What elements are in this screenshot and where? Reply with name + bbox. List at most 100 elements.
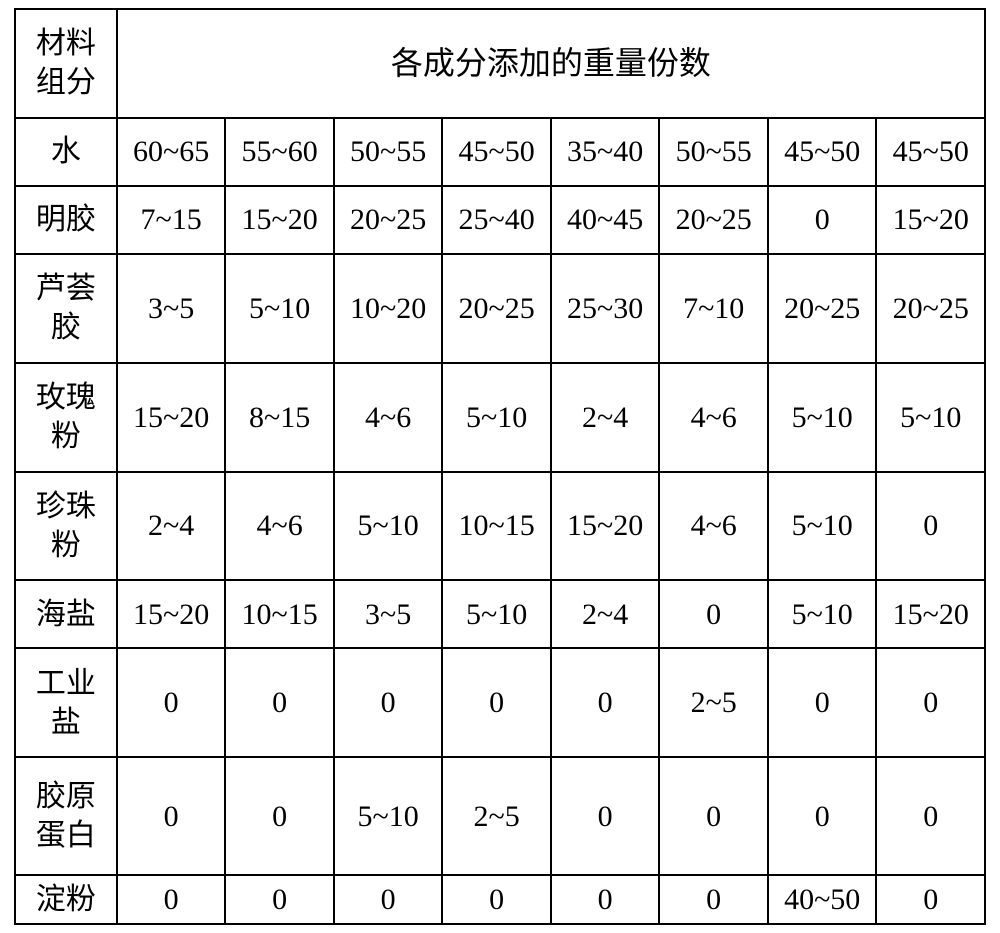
cell: 20~25 <box>876 254 985 363</box>
cell: 10~15 <box>225 580 334 648</box>
cell: 25~40 <box>442 186 551 254</box>
cell: 45~50 <box>768 118 877 186</box>
header-parts-by-weight: 各成分添加的重量份数 <box>117 9 985 118</box>
composition-table: 材料 组分 各成分添加的重量份数 水 60~65 55~60 50~55 45~… <box>14 8 986 925</box>
table-header-row: 材料 组分 各成分添加的重量份数 <box>15 9 985 118</box>
cell: 7~15 <box>117 186 226 254</box>
cell: 0 <box>876 648 985 757</box>
cell: 0 <box>334 875 443 924</box>
cell: 20~25 <box>659 186 768 254</box>
cell: 25~30 <box>551 254 660 363</box>
cell: 35~40 <box>551 118 660 186</box>
cell: 0 <box>876 472 985 581</box>
cell: 2~5 <box>442 757 551 875</box>
cell: 8~15 <box>225 363 334 472</box>
header-left-line2: 组分 <box>36 66 96 99</box>
cell: 2~4 <box>551 363 660 472</box>
cell: 0 <box>442 648 551 757</box>
cell: 10~15 <box>442 472 551 581</box>
cell: 0 <box>768 186 877 254</box>
cell: 0 <box>876 757 985 875</box>
cell: 2~4 <box>117 472 226 581</box>
cell: 5~10 <box>768 363 877 472</box>
cell: 3~5 <box>334 580 443 648</box>
row-label-pearl-powder: 珍珠 粉 <box>15 472 117 581</box>
cell: 15~20 <box>117 363 226 472</box>
cell: 15~20 <box>551 472 660 581</box>
label-line: 盐 <box>51 706 81 739</box>
cell: 0 <box>117 875 226 924</box>
cell: 45~50 <box>876 118 985 186</box>
label-line: 珍珠 <box>36 490 96 523</box>
header-left-line1: 材料 <box>36 27 96 60</box>
cell: 45~50 <box>442 118 551 186</box>
row-label-water: 水 <box>15 118 117 186</box>
cell: 40~45 <box>551 186 660 254</box>
cell: 55~60 <box>225 118 334 186</box>
table-row: 明胶 7~15 15~20 20~25 25~40 40~45 20~25 0 … <box>15 186 985 254</box>
cell: 0 <box>659 580 768 648</box>
cell: 40~50 <box>768 875 877 924</box>
cell: 15~20 <box>117 580 226 648</box>
cell: 0 <box>551 648 660 757</box>
row-label-sea-salt: 海盐 <box>15 580 117 648</box>
cell: 5~10 <box>334 757 443 875</box>
table-row: 水 60~65 55~60 50~55 45~50 35~40 50~55 45… <box>15 118 985 186</box>
cell: 4~6 <box>659 363 768 472</box>
label-line: 蛋白 <box>36 819 96 852</box>
row-label-industrial-salt: 工业 盐 <box>15 648 117 757</box>
cell: 0 <box>225 875 334 924</box>
table-row: 工业 盐 0 0 0 0 0 2~5 0 0 <box>15 648 985 757</box>
cell: 4~6 <box>225 472 334 581</box>
table-row: 芦荟 胶 3~5 5~10 10~20 20~25 25~30 7~10 20~… <box>15 254 985 363</box>
label-line: 粉 <box>51 420 81 453</box>
cell: 50~55 <box>659 118 768 186</box>
cell: 5~10 <box>225 254 334 363</box>
table-container: 材料 组分 各成分添加的重量份数 水 60~65 55~60 50~55 45~… <box>0 0 1000 933</box>
cell: 0 <box>768 757 877 875</box>
cell: 0 <box>551 875 660 924</box>
table-row: 玫瑰 粉 15~20 8~15 4~6 5~10 2~4 4~6 5~10 5~… <box>15 363 985 472</box>
cell: 0 <box>551 757 660 875</box>
row-label-rose-powder: 玫瑰 粉 <box>15 363 117 472</box>
table-row: 淀粉 0 0 0 0 0 0 40~50 0 <box>15 875 985 924</box>
cell: 0 <box>225 757 334 875</box>
cell: 5~10 <box>442 363 551 472</box>
label-line: 胶原 <box>36 780 96 813</box>
table-row: 珍珠 粉 2~4 4~6 5~10 10~15 15~20 4~6 5~10 0 <box>15 472 985 581</box>
cell: 4~6 <box>659 472 768 581</box>
label-line: 工业 <box>36 667 96 700</box>
row-label-gelatin: 明胶 <box>15 186 117 254</box>
cell: 2~4 <box>551 580 660 648</box>
cell: 0 <box>334 648 443 757</box>
cell: 7~10 <box>659 254 768 363</box>
row-label-starch: 淀粉 <box>15 875 117 924</box>
label-line: 胶 <box>51 311 81 344</box>
label-line: 粉 <box>51 529 81 562</box>
cell: 20~25 <box>768 254 877 363</box>
cell: 5~10 <box>876 363 985 472</box>
cell: 0 <box>876 875 985 924</box>
cell: 3~5 <box>117 254 226 363</box>
cell: 60~65 <box>117 118 226 186</box>
cell: 0 <box>117 648 226 757</box>
cell: 10~20 <box>334 254 443 363</box>
cell: 5~10 <box>768 472 877 581</box>
cell: 20~25 <box>442 254 551 363</box>
cell: 5~10 <box>334 472 443 581</box>
cell: 0 <box>768 648 877 757</box>
row-label-aloe-gel: 芦荟 胶 <box>15 254 117 363</box>
cell: 0 <box>659 875 768 924</box>
row-label-collagen: 胶原 蛋白 <box>15 757 117 875</box>
cell: 0 <box>225 648 334 757</box>
cell: 0 <box>117 757 226 875</box>
cell: 2~5 <box>659 648 768 757</box>
cell: 15~20 <box>876 186 985 254</box>
cell: 20~25 <box>334 186 443 254</box>
cell: 5~10 <box>768 580 877 648</box>
label-line: 芦荟 <box>36 272 96 305</box>
cell: 15~20 <box>225 186 334 254</box>
cell: 5~10 <box>442 580 551 648</box>
cell: 0 <box>659 757 768 875</box>
table-row: 海盐 15~20 10~15 3~5 5~10 2~4 0 5~10 15~20 <box>15 580 985 648</box>
